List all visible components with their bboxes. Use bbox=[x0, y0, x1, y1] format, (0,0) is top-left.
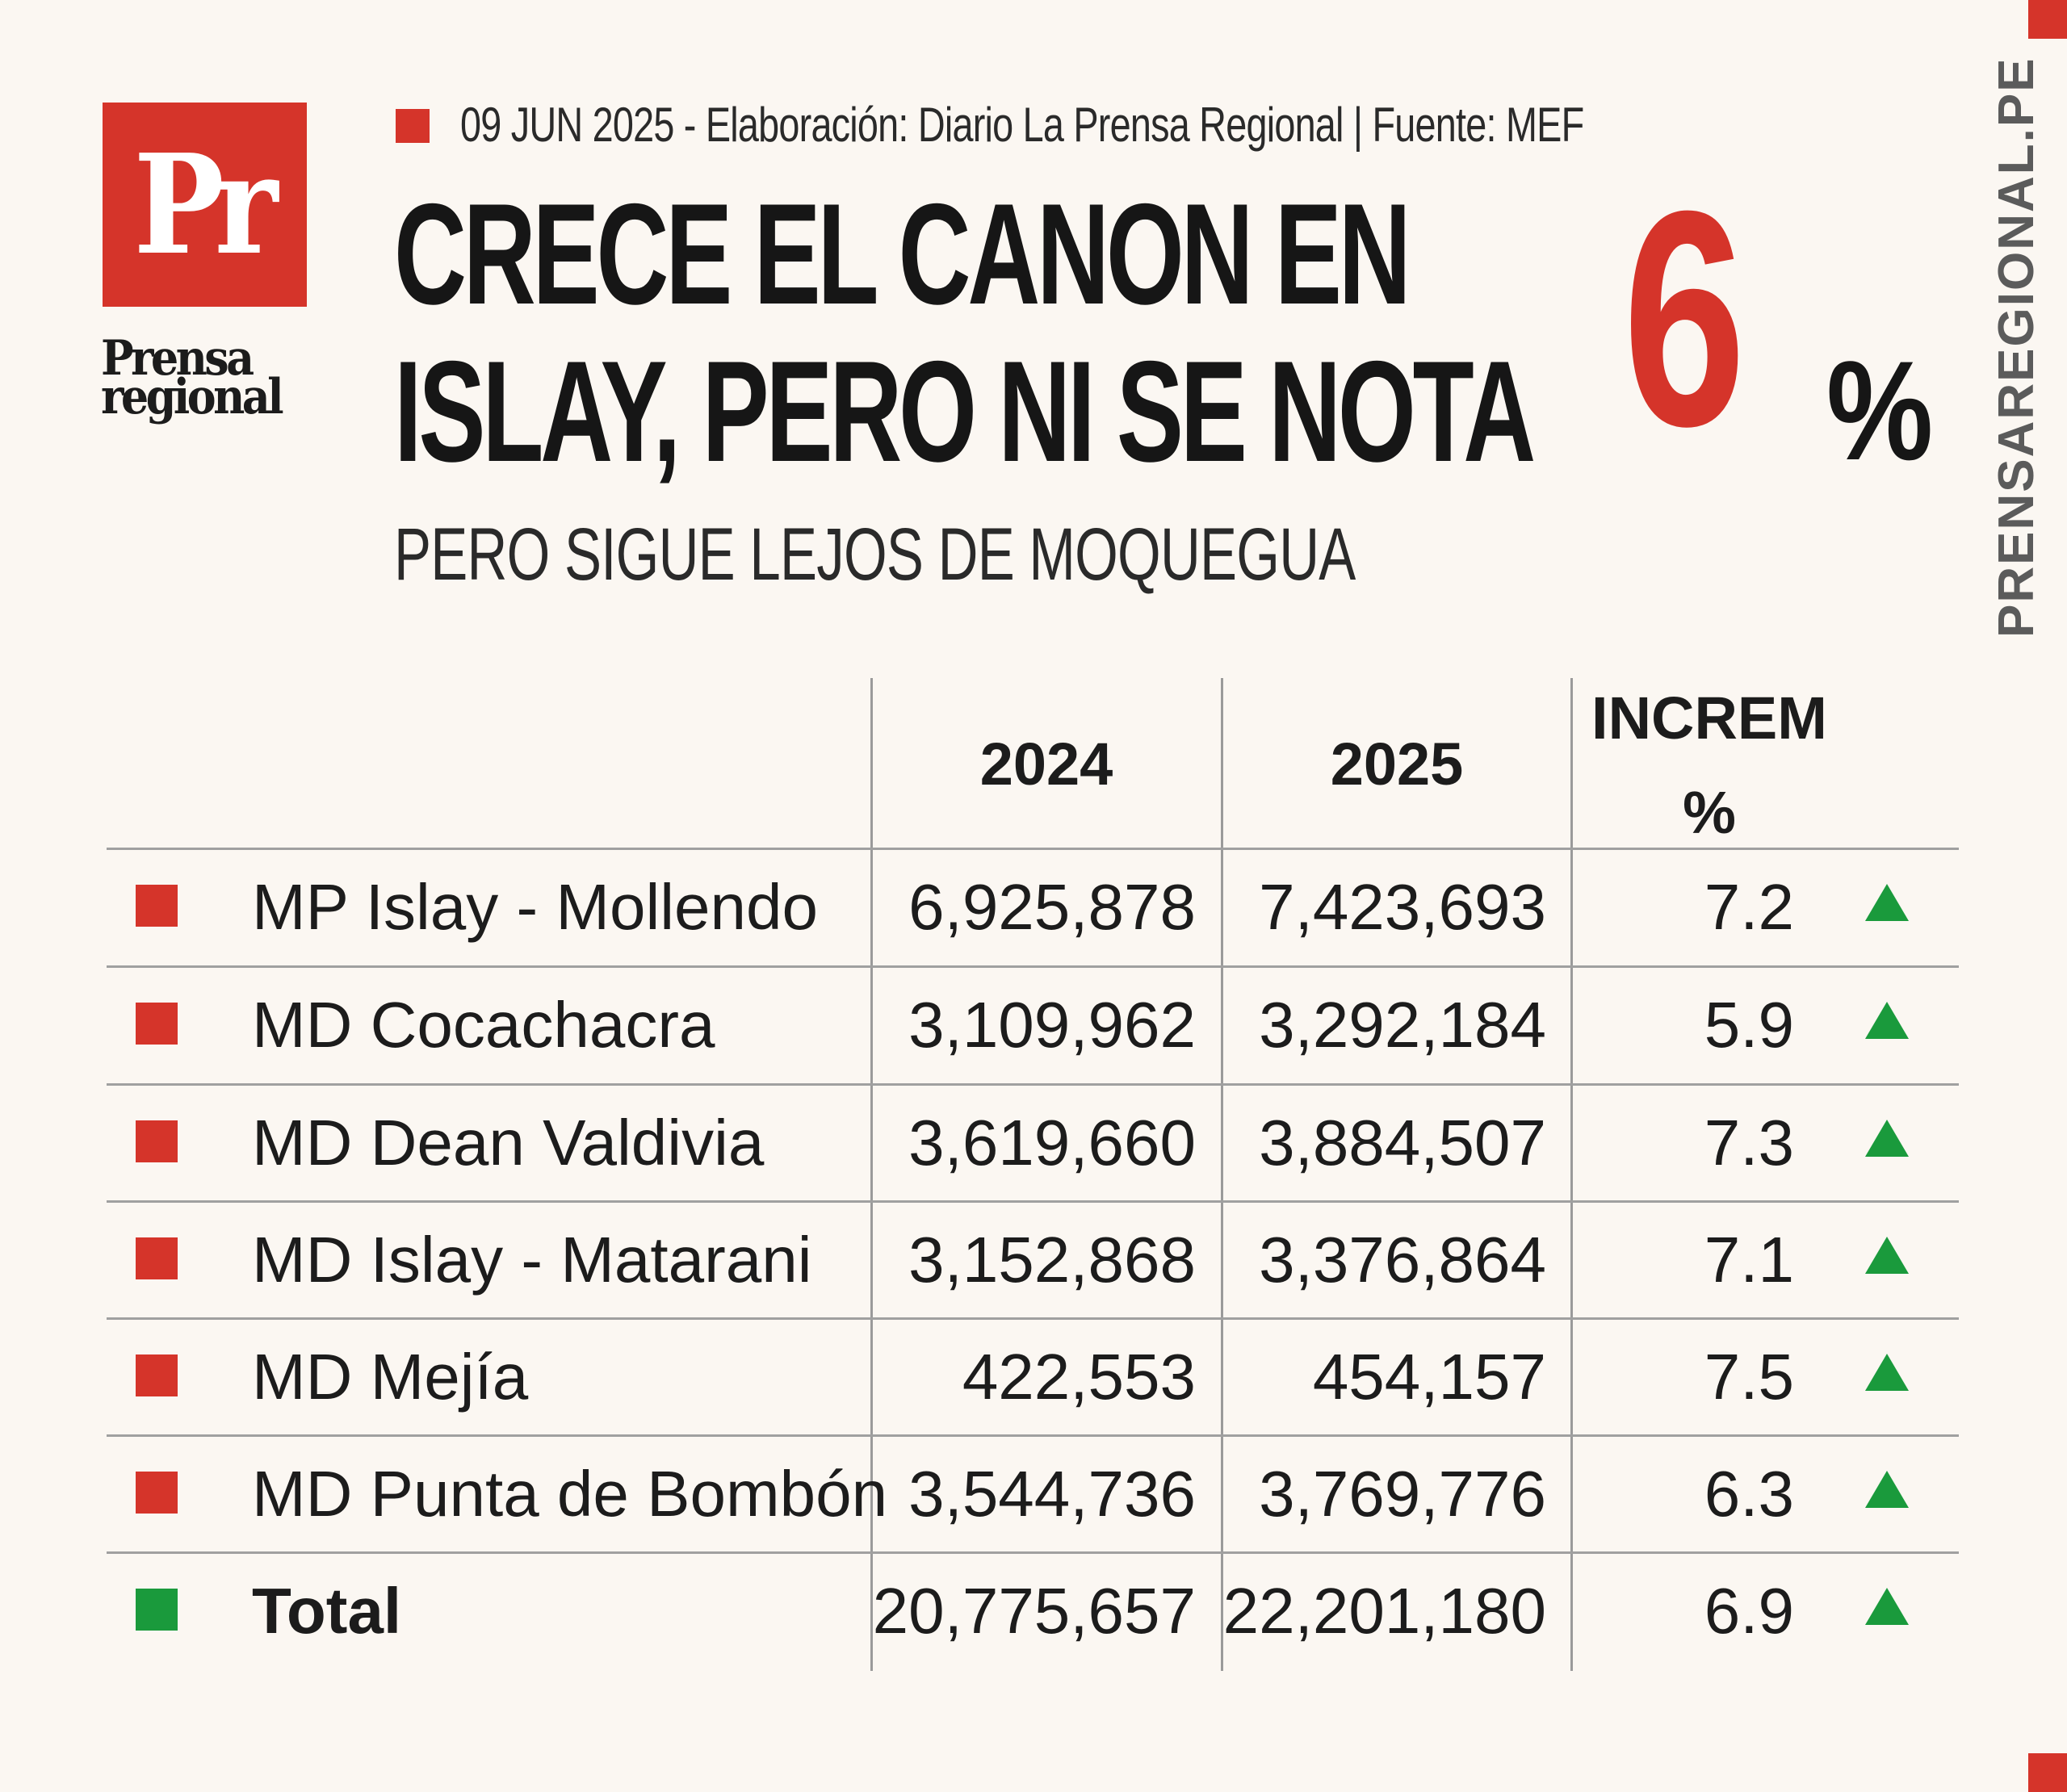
row-name: Total bbox=[252, 1575, 402, 1647]
headline-line1: CRECE EL CANON EN bbox=[394, 174, 1411, 334]
value-2025: 3,376,864 bbox=[1259, 1224, 1546, 1296]
value-2025: 3,884,507 bbox=[1259, 1107, 1546, 1179]
row-divider bbox=[107, 848, 1959, 850]
increment-percent: 6.3 bbox=[1704, 1458, 1794, 1530]
side-brand-text: PRENSAREGIONAL.PE bbox=[1989, 57, 2044, 638]
trend-up-icon bbox=[1865, 1237, 1909, 1274]
column-divider bbox=[870, 678, 873, 1671]
row-name: MD Punta de Bombón bbox=[252, 1458, 888, 1530]
row-name: MD Dean Valdivia bbox=[252, 1107, 765, 1179]
value-2024: 3,544,736 bbox=[908, 1458, 1196, 1530]
row-name: MD Islay - Matarani bbox=[252, 1224, 812, 1296]
meta-line: 09 JUN 2025 - Elaboración: Diario La Pre… bbox=[460, 98, 1584, 152]
table-row: MD Cocachacra 3,109,962 3,292,184 5.9 bbox=[0, 968, 2067, 1086]
increment-percent: 5.9 bbox=[1704, 989, 1794, 1061]
value-2024: 6,925,878 bbox=[908, 871, 1196, 943]
corner-accent-top bbox=[2028, 0, 2067, 39]
table-row: MD Dean Valdivia 3,619,660 3,884,507 7.3 bbox=[0, 1086, 2067, 1204]
corner-accent-bottom bbox=[2028, 1753, 2067, 1792]
column-divider bbox=[1570, 678, 1573, 1671]
row-divider bbox=[107, 1434, 1959, 1437]
table-row: MD Mejía 422,553 454,157 7.5 bbox=[0, 1320, 2067, 1438]
increment-percent: 7.1 bbox=[1704, 1224, 1794, 1296]
table-row: MD Islay - Matarani 3,152,868 3,376,864 7.1 bbox=[0, 1203, 2067, 1321]
headline-line2: ISLAY, PERO NI SE NOTA bbox=[394, 331, 1536, 492]
value-2024: 422,553 bbox=[962, 1341, 1196, 1413]
meta-square-icon bbox=[396, 109, 430, 143]
trend-up-icon bbox=[1865, 1354, 1909, 1391]
trend-up-icon bbox=[1865, 1002, 1909, 1039]
column-header-increm: INCREM bbox=[1591, 685, 1827, 752]
value-2024: 3,152,868 bbox=[908, 1224, 1196, 1296]
row-divider bbox=[107, 1083, 1959, 1086]
row-marker-icon bbox=[136, 1472, 178, 1514]
trend-up-icon bbox=[1865, 884, 1909, 921]
row-marker-icon bbox=[136, 1589, 178, 1631]
column-divider bbox=[1221, 678, 1223, 1671]
trend-up-icon bbox=[1865, 1120, 1909, 1157]
row-name: MP Islay - Mollendo bbox=[252, 871, 819, 943]
increment-percent: 7.5 bbox=[1704, 1341, 1794, 1413]
row-name: MD Cocachacra bbox=[252, 989, 715, 1061]
table-row: MP Islay - Mollendo 6,925,878 7,423,693 7.2 bbox=[0, 850, 2067, 968]
trend-up-icon bbox=[1865, 1588, 1909, 1625]
row-divider bbox=[107, 965, 1959, 968]
big-percent-sign: % bbox=[1826, 333, 1934, 490]
logo-word-prensa: Prensa bbox=[101, 330, 254, 387]
value-2025: 454,157 bbox=[1312, 1341, 1546, 1413]
row-divider bbox=[107, 1551, 1959, 1554]
big-number: 6 bbox=[1623, 147, 1746, 490]
value-2024: 3,109,962 bbox=[908, 989, 1196, 1061]
row-marker-icon bbox=[136, 1237, 178, 1279]
logo-word-regional: regional bbox=[101, 369, 284, 425]
value-2024: 20,775,657 bbox=[872, 1575, 1196, 1647]
value-2025: 7,423,693 bbox=[1259, 871, 1546, 943]
row-marker-icon bbox=[136, 1003, 178, 1045]
row-divider bbox=[107, 1200, 1959, 1203]
logo-mark: Pr bbox=[103, 103, 307, 307]
column-header-increm-unit: % bbox=[1683, 779, 1736, 846]
value-2025: 22,201,180 bbox=[1222, 1575, 1546, 1647]
subtitle: PERO SIGUE LEJOS DE MOQUEGUA bbox=[394, 513, 1356, 596]
column-header-2025: 2025 bbox=[1330, 731, 1464, 798]
value-2025: 3,292,184 bbox=[1259, 989, 1546, 1061]
increment-percent: 6.9 bbox=[1704, 1575, 1794, 1647]
value-2025: 3,769,776 bbox=[1259, 1458, 1546, 1530]
logo-mark-text: Pr bbox=[133, 124, 278, 286]
row-marker-icon bbox=[136, 1354, 178, 1396]
table-row: MD Punta de Bombón 3,544,736 3,769,776 6.3 bbox=[0, 1437, 2067, 1555]
row-marker-icon bbox=[136, 885, 178, 927]
row-name: MD Mejía bbox=[252, 1341, 529, 1413]
increment-percent: 7.3 bbox=[1704, 1107, 1794, 1179]
increment-percent: 7.2 bbox=[1704, 871, 1794, 943]
value-2024: 3,619,660 bbox=[908, 1107, 1196, 1179]
row-divider bbox=[107, 1317, 1959, 1320]
trend-up-icon bbox=[1865, 1471, 1909, 1508]
total-row: Total 20,775,657 22,201,180 6.9 bbox=[0, 1554, 2067, 1672]
row-marker-icon bbox=[136, 1120, 178, 1162]
column-header-2024: 2024 bbox=[979, 731, 1113, 798]
